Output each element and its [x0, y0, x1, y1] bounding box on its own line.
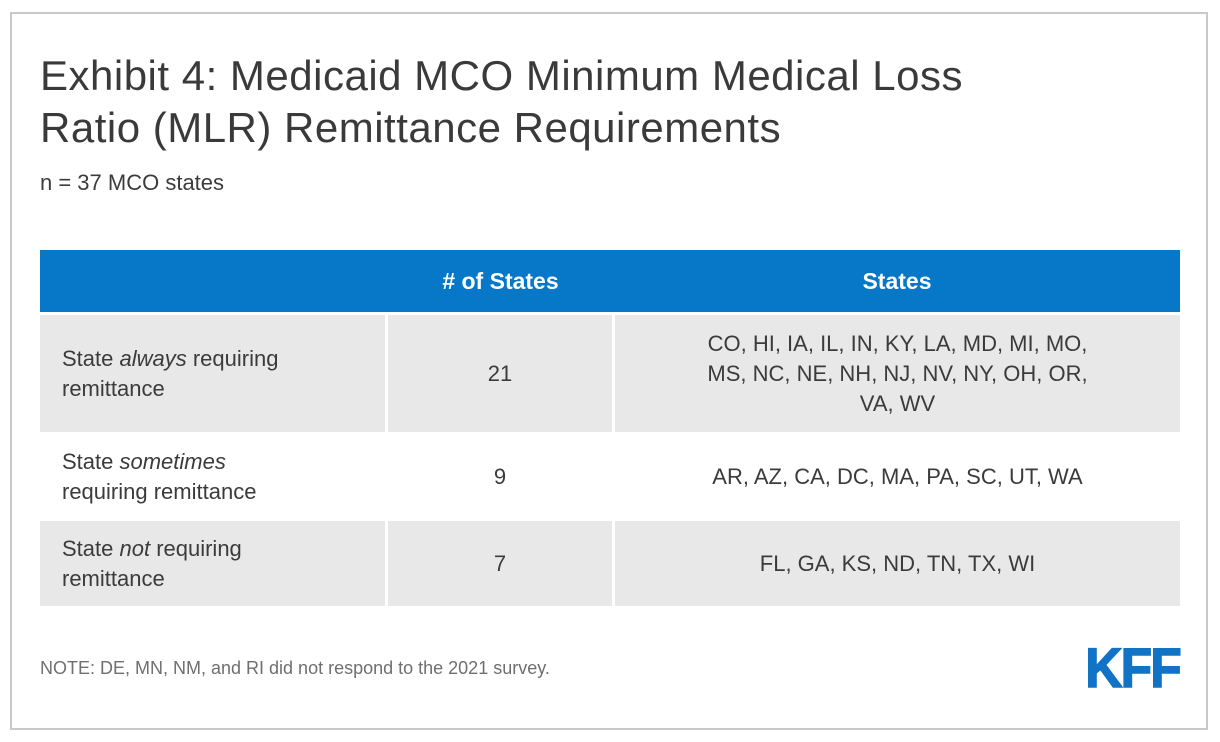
row-label-text: State not requiring remittance — [62, 535, 242, 591]
table-row-not-count: 7 — [388, 521, 612, 606]
states-list: CO, HI, IA, IL, IN, KY, LA, MD, MI, MO, … — [707, 330, 1088, 416]
table-row-always-label: State always requiring remittance — [40, 315, 385, 432]
table-row-sometimes-count: 9 — [388, 435, 612, 518]
kff-logo: KFF — [1085, 636, 1183, 699]
row-label-text: State sometimes requiring remittance — [62, 448, 257, 504]
exhibit-subtitle: n = 37 MCO states — [40, 170, 225, 195]
table-row-not-label: State not requiring remittance — [40, 521, 385, 606]
remittance-table: # of States States State always requirin… — [40, 250, 1180, 606]
note-text: NOTE: DE, MN, NM, and RI did not respond… — [40, 657, 550, 678]
table-header-row: # of States States — [40, 250, 1180, 312]
states-list: AR, AZ, CA, DC, MA, PA, SC, UT, WA — [712, 463, 1083, 489]
exhibit-frame: Exhibit 4: Medicaid MCO Minimum Medical … — [10, 12, 1208, 730]
header-cell-states: States — [862, 267, 932, 294]
emphasis-sometimes: sometimes — [119, 448, 226, 474]
table-row-always-states: CO, HI, IA, IL, IN, KY, LA, MD, MI, MO, … — [615, 315, 1180, 432]
exhibit-title: Exhibit 4: Medicaid MCO Minimum Medical … — [40, 52, 963, 151]
emphasis-not: not — [119, 535, 151, 561]
states-list: FL, GA, KS, ND, TN, TX, WI — [759, 550, 1036, 576]
table-row-sometimes-label: State sometimes requiring remittance — [40, 435, 385, 518]
emphasis-always: always — [119, 345, 187, 371]
header-cell-count: # of States — [442, 267, 559, 294]
table-row-not-states: FL, GA, KS, ND, TN, TX, WI — [615, 521, 1180, 606]
exhibit-footer: NOTE: DE, MN, NM, and RI did not respond… — [40, 636, 1183, 699]
table-row-always-count: 21 — [388, 315, 612, 432]
row-label-text: State always requiring remittance — [62, 345, 279, 401]
table-row-sometimes-states: AR, AZ, CA, DC, MA, PA, SC, UT, WA — [615, 435, 1180, 518]
